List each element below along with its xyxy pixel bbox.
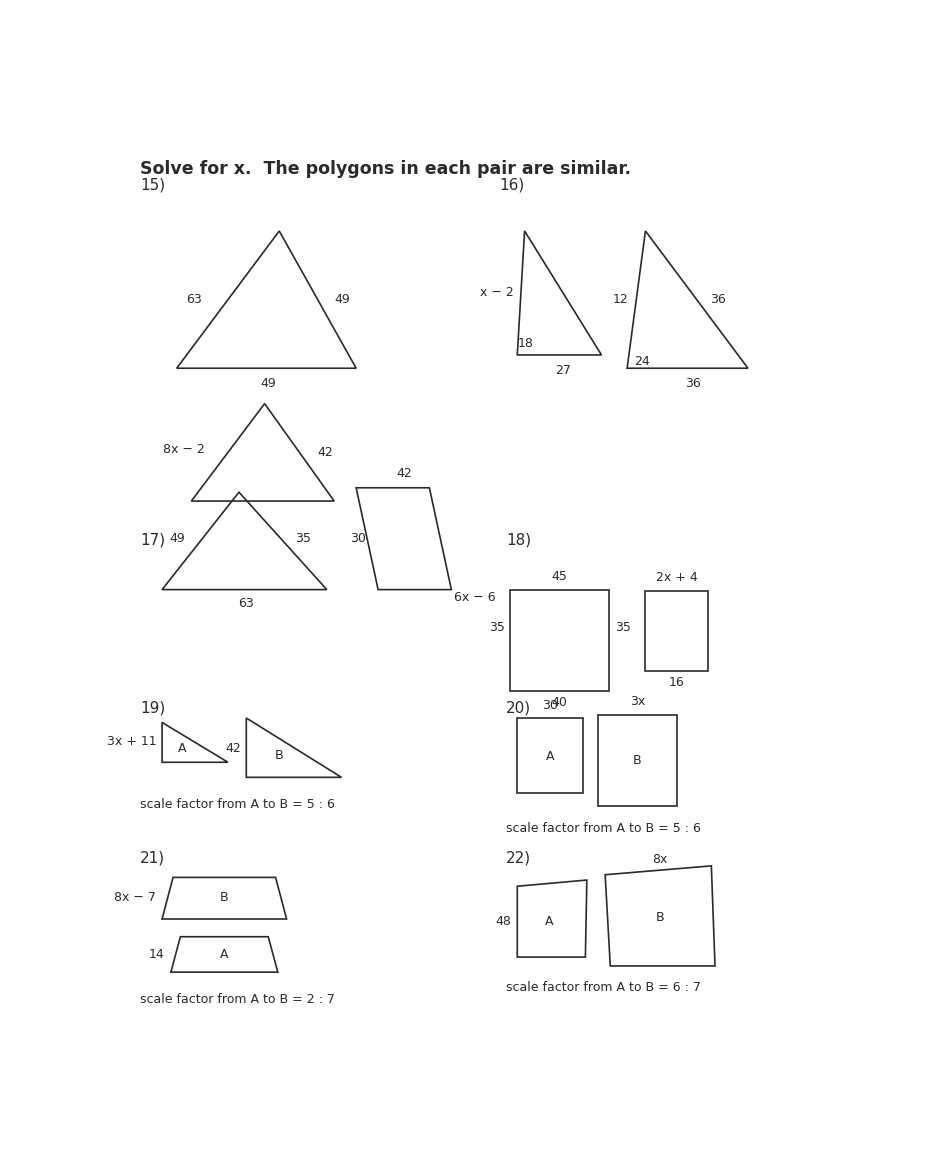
- Text: 12: 12: [613, 292, 628, 306]
- Text: 48: 48: [495, 915, 511, 928]
- Text: A: A: [178, 742, 187, 754]
- Text: 8x − 7: 8x − 7: [114, 891, 156, 904]
- Text: 3x + 11: 3x + 11: [107, 735, 156, 749]
- Text: A: A: [220, 948, 228, 961]
- Text: 6x − 6: 6x − 6: [453, 591, 495, 605]
- Text: 35: 35: [295, 531, 311, 545]
- Text: B: B: [632, 754, 641, 767]
- Text: 20): 20): [506, 700, 531, 715]
- Text: 49: 49: [261, 377, 276, 390]
- Text: 30: 30: [349, 531, 365, 545]
- Bar: [510, 590, 608, 691]
- Text: 35: 35: [488, 621, 504, 634]
- Text: 16): 16): [498, 178, 524, 193]
- Text: 30: 30: [542, 699, 558, 712]
- Text: 19): 19): [140, 700, 165, 715]
- Text: 18): 18): [506, 532, 531, 547]
- Text: 42: 42: [317, 446, 332, 459]
- Text: 42: 42: [226, 743, 241, 756]
- Text: 15): 15): [140, 178, 165, 193]
- Text: 49: 49: [170, 531, 185, 545]
- Bar: [645, 591, 707, 672]
- Text: 63: 63: [238, 597, 254, 610]
- Text: 8x: 8x: [651, 853, 667, 866]
- Text: 45: 45: [551, 569, 567, 583]
- Bar: [598, 715, 676, 806]
- Text: Solve for x.  The polygons in each pair are similar.: Solve for x. The polygons in each pair a…: [140, 160, 631, 178]
- Text: 2x + 4: 2x + 4: [655, 572, 697, 584]
- Text: 24: 24: [633, 354, 649, 368]
- Text: 36: 36: [684, 377, 700, 390]
- Text: 35: 35: [614, 621, 630, 634]
- Text: B: B: [275, 749, 283, 761]
- Text: scale factor from A to B = 5 : 6: scale factor from A to B = 5 : 6: [506, 821, 700, 835]
- Text: 22): 22): [506, 851, 531, 866]
- Text: 8x − 2: 8x − 2: [162, 443, 204, 457]
- Text: A: A: [544, 915, 552, 928]
- Bar: [516, 718, 582, 794]
- Text: 40: 40: [551, 696, 567, 708]
- Text: scale factor from A to B = 5 : 6: scale factor from A to B = 5 : 6: [140, 798, 334, 811]
- Text: scale factor from A to B = 6 : 7: scale factor from A to B = 6 : 7: [506, 981, 700, 994]
- Text: 18: 18: [516, 337, 532, 350]
- Text: x − 2: x − 2: [480, 286, 514, 299]
- Text: 21): 21): [140, 851, 165, 866]
- Text: B: B: [655, 911, 664, 923]
- Text: scale factor from A to B = 2 : 7: scale factor from A to B = 2 : 7: [140, 992, 334, 1005]
- Text: 36: 36: [709, 292, 725, 306]
- Text: 14: 14: [148, 948, 164, 961]
- Text: A: A: [546, 750, 554, 762]
- Text: 49: 49: [334, 292, 349, 306]
- Text: 42: 42: [396, 467, 412, 480]
- Text: 27: 27: [554, 363, 570, 377]
- Text: 17): 17): [140, 532, 165, 547]
- Text: 63: 63: [186, 292, 202, 306]
- Text: B: B: [220, 891, 228, 904]
- Text: 3x: 3x: [629, 696, 645, 708]
- Text: 16: 16: [668, 676, 684, 689]
